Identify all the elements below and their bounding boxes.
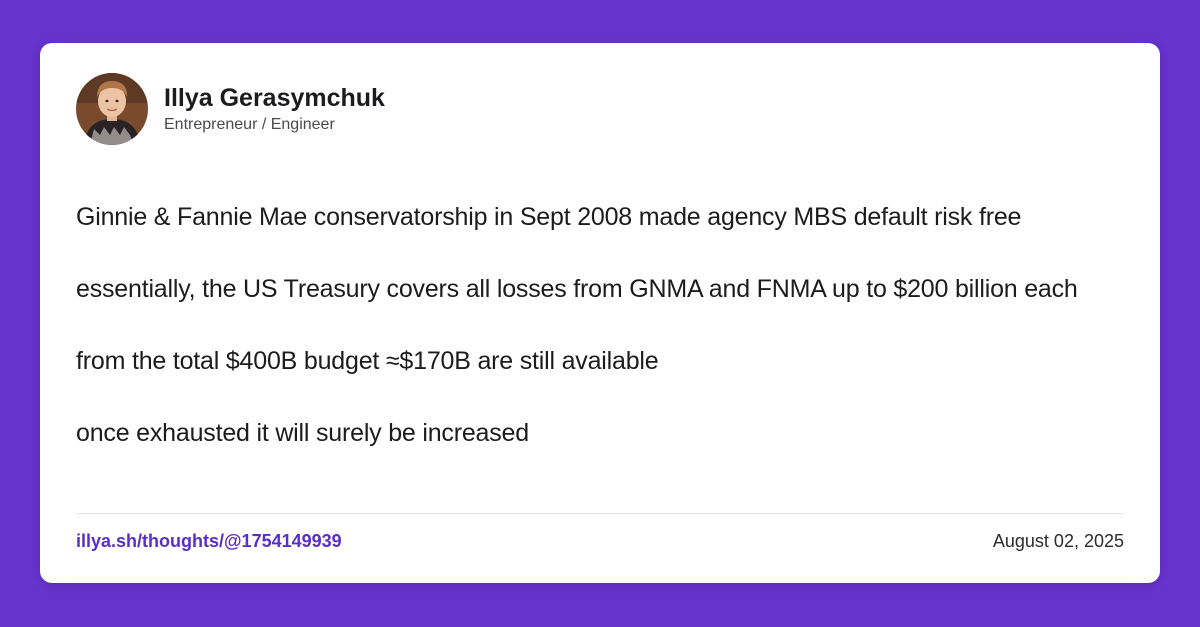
post-permalink[interactable]: illya.sh/thoughts/@1754149939: [76, 531, 342, 551]
footer-divider: [76, 513, 1124, 514]
post-card: Illya Gerasymchuk Entrepreneur / Enginee…: [40, 43, 1160, 583]
post-paragraph: from the total $400B budget ≈$170B are s…: [76, 347, 659, 375]
author-header: Illya Gerasymchuk Entrepreneur / Enginee…: [76, 73, 385, 145]
post-paragraph: essentially, the US Treasury covers all …: [76, 275, 1078, 303]
post-body: Ginnie & Fannie Mae conservatorship in S…: [76, 199, 1136, 507]
avatar[interactable]: [76, 73, 148, 145]
author-title: Entrepreneur / Engineer: [164, 116, 335, 133]
avatar-photo-icon: [76, 73, 148, 145]
post-date: August 02, 2025: [992, 531, 1124, 551]
author-name: Illya Gerasymchuk: [164, 84, 385, 112]
post-paragraph: once exhausted it will surely be increas…: [76, 419, 529, 447]
author-identity: Illya Gerasymchuk Entrepreneur / Enginee…: [164, 83, 385, 135]
post-paragraph: Ginnie & Fannie Mae conservatorship in S…: [76, 203, 1022, 231]
